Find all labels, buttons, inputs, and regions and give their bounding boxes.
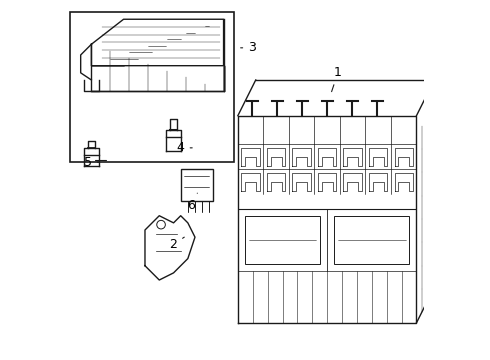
Bar: [334, 216, 409, 264]
Text: 6: 6: [188, 193, 197, 212]
Bar: [181, 169, 213, 202]
Text: 4: 4: [177, 141, 192, 154]
Bar: [245, 216, 320, 264]
Text: 5: 5: [84, 156, 99, 168]
Text: 1: 1: [332, 66, 342, 92]
Bar: [70, 12, 234, 162]
Text: 2: 2: [170, 237, 184, 251]
Text: 3: 3: [241, 41, 256, 54]
